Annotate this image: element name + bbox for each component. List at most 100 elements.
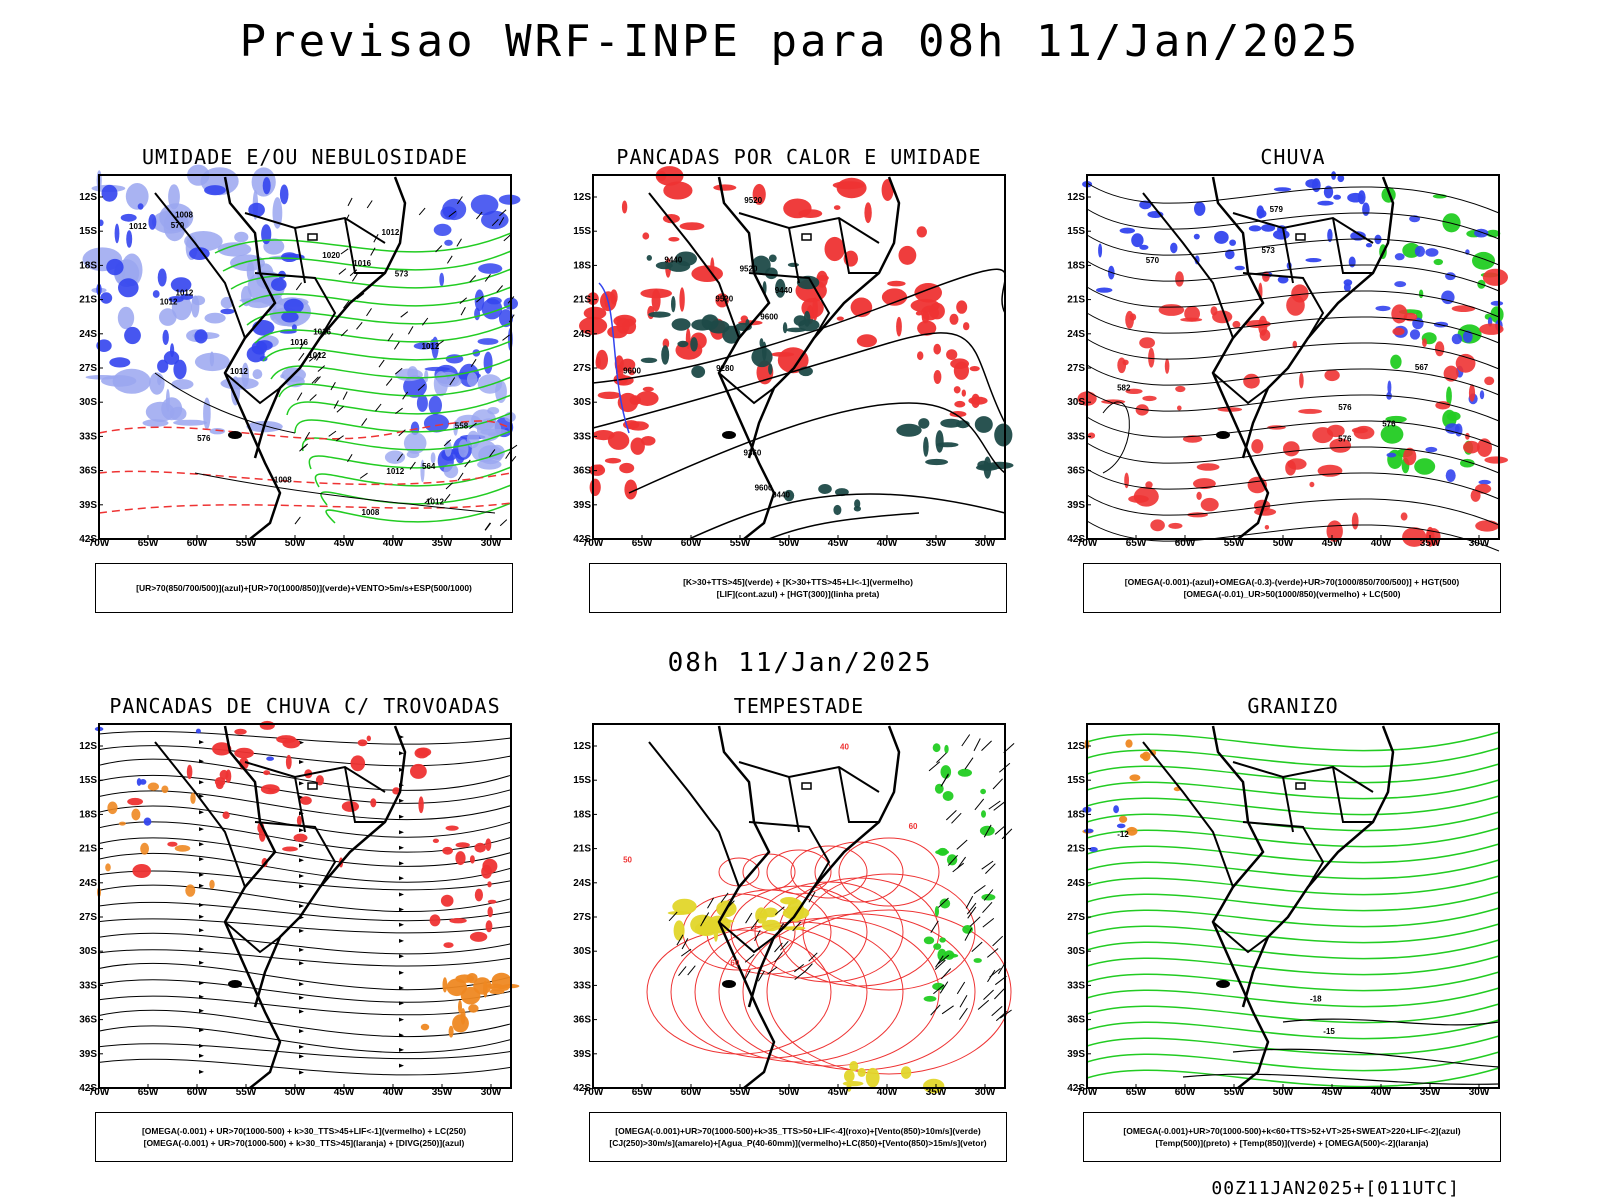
field-blob: [1484, 456, 1508, 464]
legend-line-2: [Temp(500)](preto) + [Temp(850)](verde) …: [1155, 1138, 1429, 1148]
wind-vector: [951, 812, 962, 824]
wind-vector: [959, 994, 968, 1008]
contour-label: 573: [395, 270, 409, 279]
contour-line: [1102, 401, 1130, 474]
contour-line: [766, 849, 832, 895]
field-blob: [485, 838, 492, 851]
field-blob: [1243, 373, 1260, 389]
contour-label: 567: [1415, 363, 1429, 372]
field-blob: [157, 359, 169, 373]
field-blob: [222, 811, 230, 819]
y-tick-label: 30S: [573, 946, 591, 957]
field-blob: [271, 278, 287, 291]
field-blob: [836, 316, 844, 321]
field-blob: [168, 184, 180, 210]
wind-vector: [803, 963, 813, 973]
streamline-arrow: [299, 928, 304, 933]
field-blob: [259, 720, 275, 730]
x-tick-label: 55W: [1224, 1087, 1245, 1098]
wind-vector: [966, 902, 977, 915]
y-tick-label: 36S: [79, 466, 97, 477]
x-tick-label: 30W: [1469, 1087, 1490, 1098]
field-blob: [713, 184, 737, 191]
field-blob: [1435, 401, 1451, 410]
wind-vector: [347, 453, 353, 463]
streamline-arrow: [199, 914, 204, 919]
wind-vector: [448, 210, 457, 217]
wind-vector: [754, 929, 761, 942]
contour-label: 1016: [353, 259, 371, 268]
field-blob: [768, 363, 773, 375]
field-blob: [679, 222, 705, 231]
streamline: [98, 1009, 512, 1038]
wind-vector: [930, 1004, 941, 1016]
contour-line: [718, 917, 940, 1067]
contour-label: 1012: [422, 342, 440, 351]
field-blob: [234, 747, 254, 759]
field-blob: [498, 194, 521, 205]
wind-vector: [1001, 828, 1013, 840]
field-blob: [1333, 194, 1341, 200]
contour-label: 1012: [129, 222, 147, 231]
field-blob: [194, 329, 208, 344]
country-border: [1212, 921, 1269, 954]
field-blob: [679, 287, 685, 312]
wind-vector: [298, 352, 305, 361]
field-blob: [914, 283, 942, 303]
middle-title: 08h 11/Jan/2025: [667, 648, 933, 678]
country-border: [1232, 761, 1374, 793]
wind-vector: [958, 1007, 968, 1020]
field-blob: [917, 351, 924, 361]
wind-vector: [464, 459, 471, 468]
wind-vector: [316, 352, 322, 361]
field-blob: [916, 226, 927, 238]
legend-box: [OMEGA(-0.001)-(azul)+OMEGA(-0.3)-(verde…: [1083, 563, 1501, 613]
map-umidade: 1012101210121012101210121012101210121008…: [79, 164, 521, 549]
contour-label: 1012: [176, 289, 194, 298]
wind-vector: [356, 292, 365, 300]
field-blob: [672, 898, 697, 915]
wind-vector: [296, 392, 303, 401]
country-border: [788, 776, 800, 833]
field-blob: [881, 288, 908, 306]
contour-line: [1086, 795, 1500, 816]
contour-line: [814, 841, 904, 903]
contour-line: [1086, 1067, 1500, 1088]
x-tick-label: 65W: [1126, 1087, 1147, 1098]
field-blob: [983, 456, 992, 479]
field-blob: [120, 213, 137, 222]
wind-vector: [395, 407, 403, 415]
field-blob: [445, 825, 459, 831]
field-blob: [263, 770, 271, 776]
wind-vector: [956, 981, 966, 995]
wind-vector: [351, 273, 358, 282]
x-tick-label: 70W: [1077, 1087, 1098, 1098]
streamline-arrow: [299, 904, 304, 908]
wind-vector: [418, 207, 426, 216]
wind-vector: [981, 860, 994, 870]
field-blob: [455, 851, 466, 866]
field-blob: [1298, 408, 1323, 414]
y-tick-label: 21S: [573, 844, 591, 855]
field-blob: [675, 251, 697, 267]
y-tick-label: 15S: [1067, 775, 1085, 786]
contour-label: 9440: [664, 255, 682, 264]
x-tick-label: 45W: [828, 538, 849, 549]
field-blob: [350, 755, 366, 772]
field-blob: [1196, 491, 1202, 500]
field-blob: [751, 255, 771, 275]
x-tick-label: 50W: [779, 538, 800, 549]
field-blob: [195, 728, 201, 734]
streamline-arrow: [299, 1009, 304, 1014]
city-mark: [307, 233, 318, 241]
panel-title: UMIDADE E/OU NEBULOSIDADE: [141, 145, 469, 169]
panel-title: TEMPESTADE: [733, 694, 865, 718]
contour-line: [320, 484, 512, 506]
contour-line: [294, 412, 512, 434]
wind-vector: [993, 801, 1006, 811]
wind-vector: [394, 367, 403, 375]
x-tick-label: 50W: [1273, 1087, 1294, 1098]
field-blob: [384, 450, 406, 464]
streamline-arrow: [299, 795, 304, 800]
field-blob: [248, 202, 265, 218]
